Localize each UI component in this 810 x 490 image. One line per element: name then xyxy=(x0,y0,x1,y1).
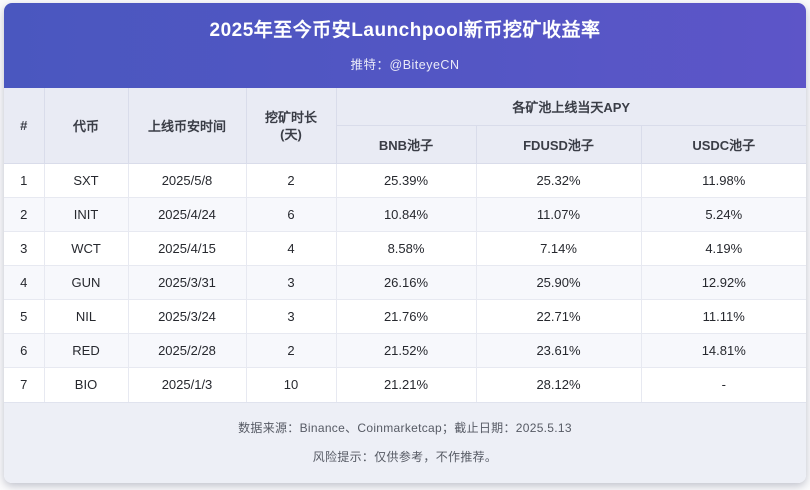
cell-listed-date: 2025/4/15 xyxy=(127,231,247,266)
cell-usdc-apy: - xyxy=(640,367,806,402)
col-header-apy-group: 各矿池上线当天APY xyxy=(335,88,806,126)
launchpool-infographic-card: 2025年至今币安Launchpool新币挖矿收益率 推特：@BiteyeCN … xyxy=(4,3,806,483)
cell-fdusd-apy: 22.71% xyxy=(475,299,642,334)
cell-rank: 3 xyxy=(4,231,45,266)
cell-usdc-apy: 4.19% xyxy=(640,231,806,266)
table-row: 6 RED 2025/2/28 2 21.52% 23.61% 14.81% xyxy=(4,333,806,368)
data-source-note: 数据来源：Binance、Coinmarketcap；截止日期：2025.5.1… xyxy=(238,420,572,435)
cell-rank: 7 xyxy=(4,367,45,402)
twitter-handle-subtitle: 推特：@BiteyeCN xyxy=(350,58,460,72)
cell-rank: 2 xyxy=(4,197,45,232)
table-header-row-top: # 代币 上线币安时间 挖矿时长 (天) 各矿池上线当天APY xyxy=(4,88,806,164)
cell-bnb-apy: 26.16% xyxy=(335,265,477,300)
cell-mining-days: 3 xyxy=(245,299,337,334)
cell-mining-days: 10 xyxy=(245,367,337,402)
col-header-bnb-pool: BNB池子 xyxy=(336,125,477,164)
cell-usdc-apy: 5.24% xyxy=(640,197,806,232)
cell-fdusd-apy: 11.07% xyxy=(475,197,642,232)
cell-bnb-apy: 10.84% xyxy=(335,197,477,232)
cell-token: RED xyxy=(43,333,129,368)
cell-bnb-apy: 25.39% xyxy=(335,163,477,198)
cell-bnb-apy: 21.21% xyxy=(335,367,477,402)
cell-mining-days: 2 xyxy=(245,163,337,198)
table-row: 5 NIL 2025/3/24 3 21.76% 22.71% 11.11% xyxy=(4,299,806,334)
cell-token: INIT xyxy=(43,197,129,232)
cell-bnb-apy: 8.58% xyxy=(335,231,477,266)
col-header-usdc-pool: USDC池子 xyxy=(640,125,806,164)
cell-usdc-apy: 14.81% xyxy=(640,333,806,368)
col-header-rank: # xyxy=(4,88,45,164)
apy-table: # 代币 上线币安时间 挖矿时长 (天) 各矿池上线当天APY BNB池子 FD… xyxy=(4,88,806,402)
cell-fdusd-apy: 25.90% xyxy=(475,265,642,300)
col-header-fdusd-pool: FDUSD池子 xyxy=(475,125,642,164)
cell-usdc-apy: 12.92% xyxy=(640,265,806,300)
cell-token: BIO xyxy=(43,367,129,402)
cell-listed-date: 2025/4/24 xyxy=(127,197,247,232)
table-row: 2 INIT 2025/4/24 6 10.84% 11.07% 5.24% xyxy=(4,197,806,232)
cell-rank: 5 xyxy=(4,299,45,334)
cell-mining-days: 4 xyxy=(245,231,337,266)
page-title: 2025年至今币安Launchpool新币挖矿收益率 xyxy=(209,20,601,41)
cell-usdc-apy: 11.11% xyxy=(640,299,806,334)
cell-token: SXT xyxy=(43,163,129,198)
table-row: 7 BIO 2025/1/3 10 21.21% 28.12% - xyxy=(4,367,806,402)
table-row: 1 SXT 2025/5/8 2 25.39% 25.32% 11.98% xyxy=(4,163,806,198)
cell-listed-date: 2025/3/31 xyxy=(127,265,247,300)
cell-listed-date: 2025/5/8 xyxy=(127,163,247,198)
cell-token: GUN xyxy=(43,265,129,300)
risk-disclaimer: 风险提示：仅供参考，不作推荐。 xyxy=(312,449,498,464)
cell-mining-days: 3 xyxy=(245,265,337,300)
col-header-mining-days: 挖矿时长 (天) xyxy=(245,88,337,164)
cell-fdusd-apy: 28.12% xyxy=(475,367,642,402)
cell-listed-date: 2025/1/3 xyxy=(127,367,247,402)
col-header-token: 代币 xyxy=(43,88,129,164)
table-body: 1 SXT 2025/5/8 2 25.39% 25.32% 11.98% 2 … xyxy=(4,163,806,402)
cell-rank: 6 xyxy=(4,333,45,368)
table-header: # 代币 上线币安时间 挖矿时长 (天) 各矿池上线当天APY BNB池子 FD… xyxy=(4,88,806,164)
cell-rank: 1 xyxy=(4,163,45,198)
cell-listed-date: 2025/2/28 xyxy=(127,333,247,368)
cell-bnb-apy: 21.52% xyxy=(335,333,477,368)
cell-fdusd-apy: 7.14% xyxy=(475,231,642,266)
cell-mining-days: 6 xyxy=(245,197,337,232)
cell-token: WCT xyxy=(43,231,129,266)
table-row: 4 GUN 2025/3/31 3 26.16% 25.90% 12.92% xyxy=(4,265,806,300)
cell-token: NIL xyxy=(43,299,129,334)
cell-rank: 4 xyxy=(4,265,45,300)
cell-fdusd-apy: 23.61% xyxy=(475,333,642,368)
cell-listed-date: 2025/3/24 xyxy=(127,299,247,334)
cell-fdusd-apy: 25.32% xyxy=(475,163,642,198)
footer: 数据来源：Binance、Coinmarketcap；截止日期：2025.5.1… xyxy=(4,401,806,483)
col-header-listed-date: 上线币安时间 xyxy=(127,88,247,164)
page-header: 2025年至今币安Launchpool新币挖矿收益率 推特：@BiteyeCN xyxy=(4,3,806,88)
cell-bnb-apy: 21.76% xyxy=(335,299,477,334)
cell-usdc-apy: 11.98% xyxy=(640,163,806,198)
table-row: 3 WCT 2025/4/15 4 8.58% 7.14% 4.19% xyxy=(4,231,806,266)
cell-mining-days: 2 xyxy=(245,333,337,368)
